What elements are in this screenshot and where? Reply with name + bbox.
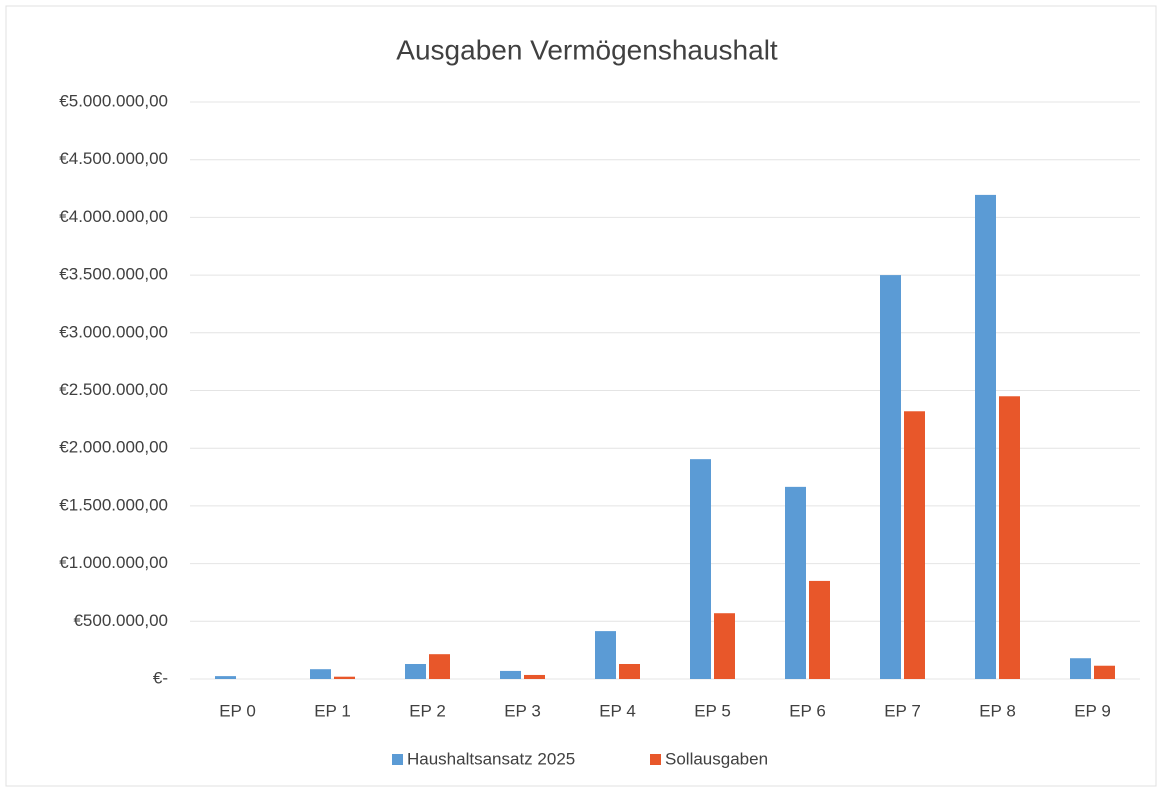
bar [1070, 658, 1091, 679]
bar [714, 613, 735, 679]
bar [999, 396, 1020, 679]
x-tick-label: EP 4 [599, 701, 636, 720]
y-tick-label: €5.000.000,00 [59, 91, 168, 110]
x-tick-label: EP 0 [219, 701, 256, 720]
y-tick-label: €2.500.000,00 [59, 380, 168, 399]
bar [975, 194, 996, 679]
x-tick-label: EP 3 [504, 701, 541, 720]
y-tick-label: €4.500.000,00 [59, 149, 168, 168]
bar [785, 486, 806, 679]
legend-swatch [650, 754, 661, 765]
bar [880, 275, 901, 679]
legend-label: Sollausgaben [665, 749, 768, 768]
chart-frame [5, 5, 1157, 787]
y-tick-label: €- [153, 668, 168, 687]
y-tick-label: €2.000.000,00 [59, 438, 168, 457]
bar [595, 631, 616, 679]
x-tick-label: EP 2 [409, 701, 446, 720]
bar [429, 654, 450, 679]
bar [524, 674, 545, 679]
bar [500, 670, 521, 679]
legend-label: Haushaltsansatz 2025 [407, 749, 575, 768]
bar [1094, 665, 1115, 679]
bar [619, 663, 640, 679]
x-tick-label: EP 6 [789, 701, 826, 720]
x-tick-label: EP 7 [884, 701, 921, 720]
bar [405, 663, 426, 679]
bar [809, 580, 830, 679]
x-tick-label: EP 9 [1074, 701, 1111, 720]
y-tick-label: €1.000.000,00 [59, 553, 168, 572]
x-tick-label: EP 1 [314, 701, 351, 720]
bar [310, 669, 331, 679]
y-tick-label: €500.000,00 [73, 611, 168, 630]
y-tick-label: €1.500.000,00 [59, 495, 168, 514]
y-tick-label: €3.500.000,00 [59, 265, 168, 284]
x-tick-label: EP 5 [694, 701, 731, 720]
bar [904, 411, 925, 679]
legend-swatch [392, 754, 403, 765]
bar [690, 459, 711, 679]
y-tick-label: €3.000.000,00 [59, 322, 168, 341]
bar [215, 676, 236, 679]
chart-title: Ausgaben Vermögenshaushalt [396, 34, 778, 65]
x-tick-label: EP 8 [979, 701, 1016, 720]
bar [334, 676, 355, 679]
y-tick-label: €4.000.000,00 [59, 207, 168, 226]
